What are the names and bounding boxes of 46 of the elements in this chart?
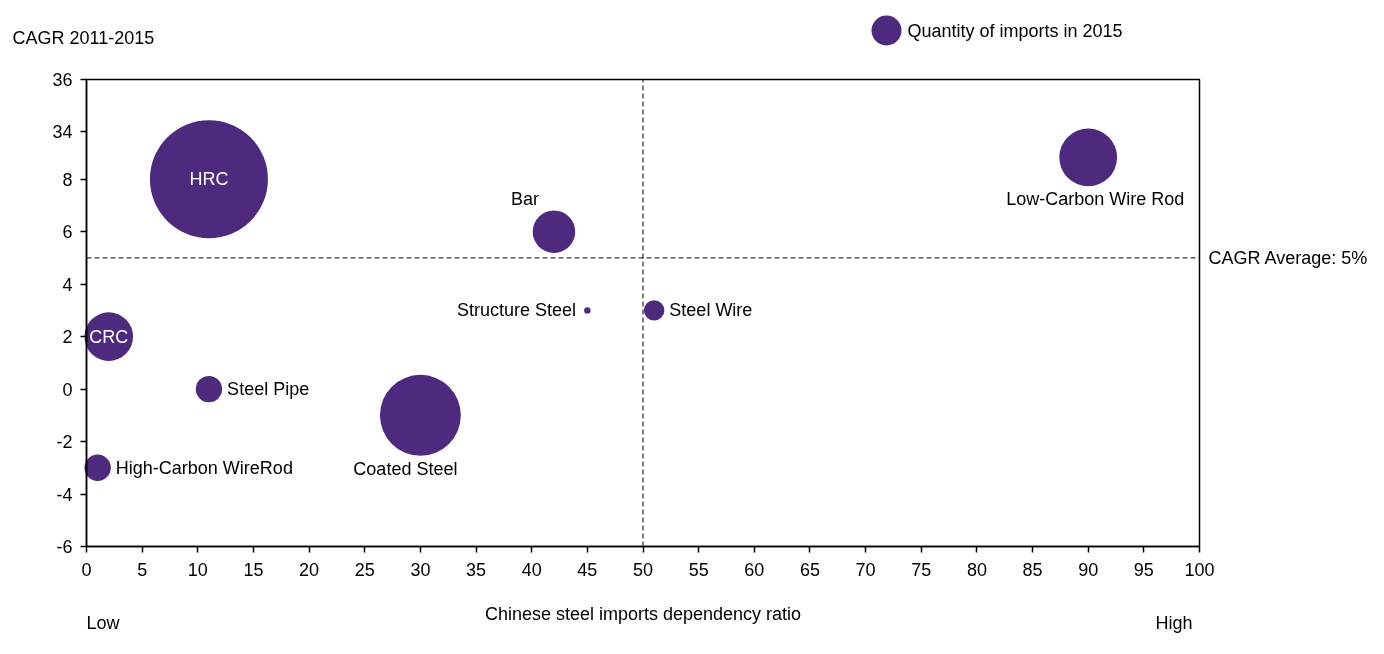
annotation: Steel Pipe	[227, 379, 310, 400]
x-axis-title: Chinese steel imports dependency ratio	[484, 603, 802, 624]
y-tick-label: -6	[56, 537, 73, 557]
y-tick-label: 2	[62, 327, 73, 348]
x-tick-label: 90	[1078, 559, 1099, 580]
x-tick-label: 40	[521, 559, 542, 580]
x-tick-label: 55	[688, 559, 709, 580]
x-tick-label: 65	[799, 559, 820, 580]
y-tick-label: -4	[56, 484, 73, 505]
x-tick-label: 15	[243, 559, 264, 580]
y-tick-label: 0	[62, 379, 73, 400]
y-tick-label: 8	[62, 169, 73, 190]
x-tick-label: 70	[855, 559, 876, 580]
x-tick-label: 85	[1022, 559, 1043, 580]
y-axis-title: CAGR 2011-2015	[12, 27, 155, 48]
x-tick-label: 50	[632, 559, 654, 580]
x-tick-label: 100	[1184, 559, 1215, 580]
annotation: Bar	[510, 189, 539, 210]
annotation: Coated Steel	[353, 458, 458, 479]
x-tick-label: 75	[911, 559, 932, 580]
x-tick-label: 80	[966, 559, 987, 580]
annotation: Structure Steel	[457, 300, 577, 321]
annotation: CRC	[89, 326, 129, 347]
x-tick-label: 20	[299, 559, 320, 580]
y-tick-label: 4	[62, 274, 73, 295]
y-tick-label: -2	[56, 432, 73, 453]
text: High	[1155, 612, 1193, 633]
x-tick-label: 0	[81, 559, 92, 580]
annotation: High-Carbon WireRod	[115, 457, 293, 478]
annotation: Steel Wire	[669, 300, 753, 321]
ref-line-label: CAGR Average: 5%	[1208, 247, 1368, 268]
x-tick-label: 25	[354, 559, 375, 580]
x-tick-label: 30	[410, 559, 431, 580]
text: Low	[86, 612, 121, 633]
legend-label: Quantity of imports in 2015	[907, 20, 1123, 41]
x-tick-label: 10	[187, 559, 208, 580]
y2-tick-label: 34	[52, 121, 73, 142]
x-tick-label: 95	[1133, 559, 1154, 580]
x-tick-label: 5	[137, 559, 148, 580]
x-tick-label: 35	[466, 559, 487, 580]
y-tick-label: 6	[62, 222, 73, 243]
x-tick-label: 60	[744, 559, 765, 580]
x-tick-label: 45	[577, 559, 598, 580]
y2-tick-label: 36	[52, 70, 73, 90]
annotation: Low-Carbon Wire Rod	[1006, 189, 1185, 210]
annotation: HRC	[189, 169, 229, 190]
